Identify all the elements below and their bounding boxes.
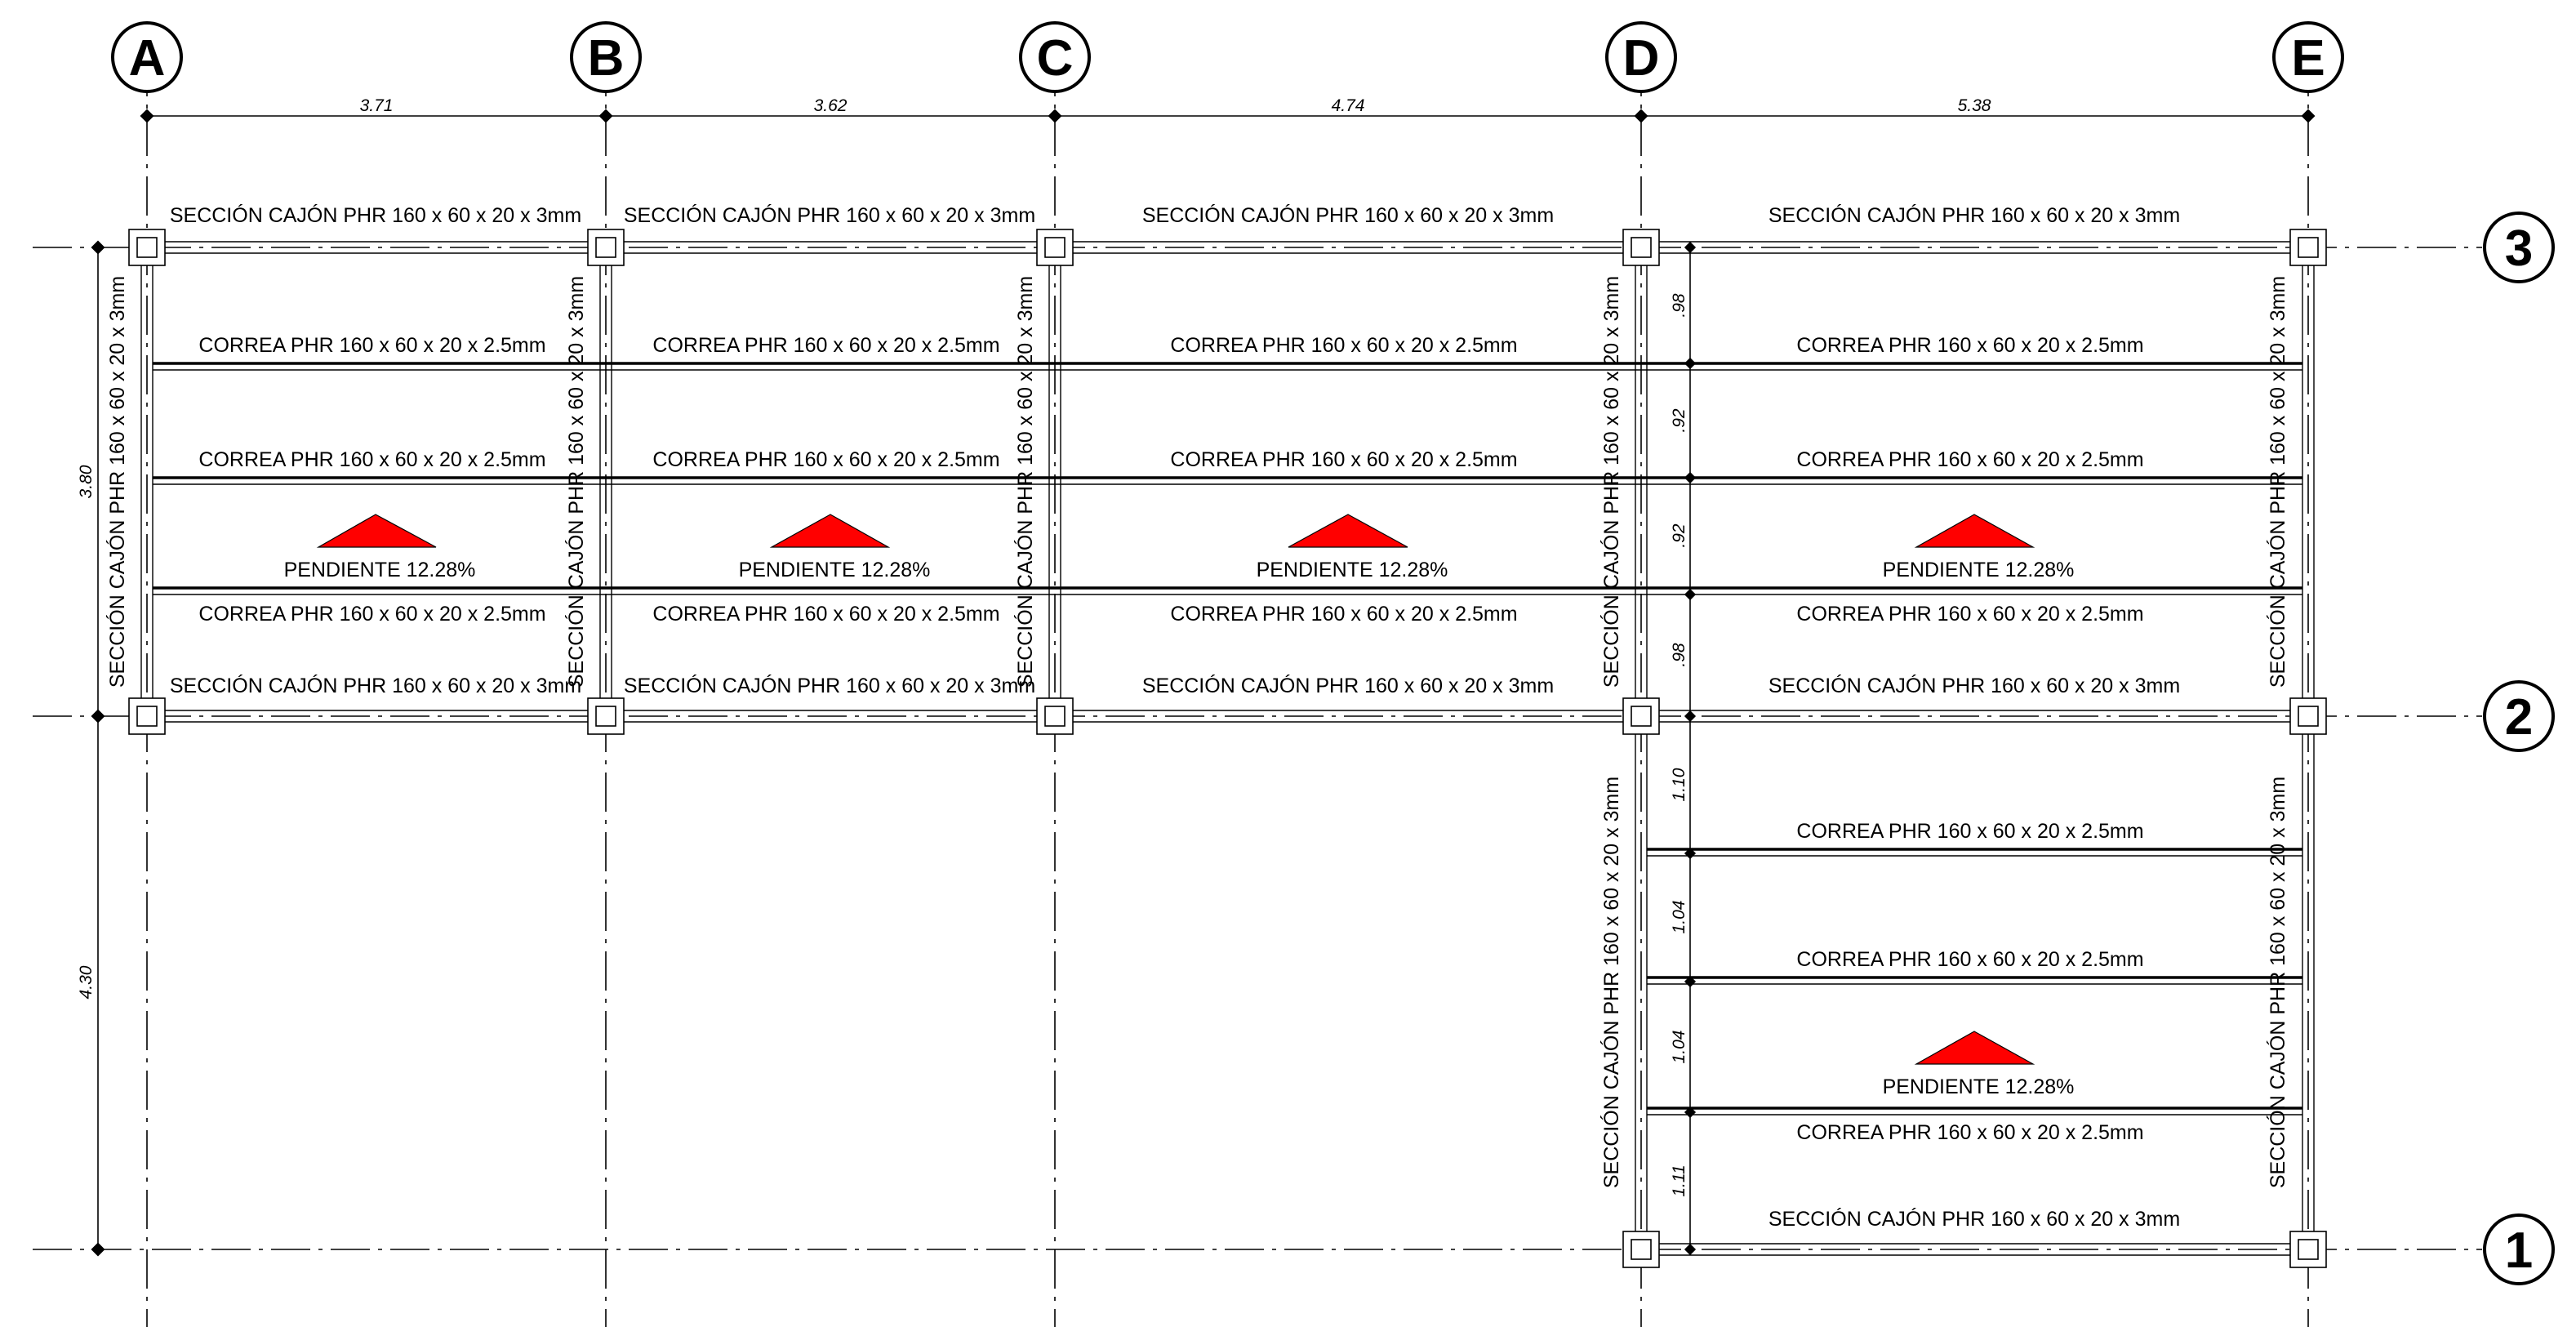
section-label: SECCIÓN CAJÓN PHR 160 x 60 x 20 x 3mm (1768, 674, 2180, 697)
slope-indicator-triangle (316, 514, 437, 548)
slope-indicators (316, 514, 2035, 1065)
dim-purlin-7: 1.04 (1670, 1031, 1688, 1064)
section-label: SECCIÓN CAJÓN PHR 160 x 60 x 20 x 3mm (170, 203, 581, 227)
column-e1 (2289, 1231, 2327, 1268)
dim-purlin-8: 1.11 (1670, 1164, 1688, 1196)
section-label: SECCIÓN CAJÓN PHR 160 x 60 x 20 x 3mm (1142, 203, 1554, 227)
dim-purlin-2: .92 (1670, 408, 1688, 433)
top-dimension-line: 3.71 3.62 4.74 5.38 (140, 96, 2316, 123)
purlin-label: CORREA PHR 160 x 60 x 20 x 2.5mm (1796, 820, 2143, 843)
section-label: SECCIÓN CAJÓN PHR 160 x 60 x 20 x 3mm (2266, 276, 2289, 688)
column-a3 (128, 229, 166, 266)
left-dimension-line: 3.80 4.30 (77, 240, 105, 1257)
svg-text:C: C (1037, 30, 1074, 87)
column-c2 (1036, 697, 1074, 735)
svg-text:B: B (588, 30, 625, 87)
purlin-label: CORREA PHR 160 x 60 x 20 x 2.5mm (652, 334, 999, 357)
grid-bubble-1: 1 (2483, 1213, 2555, 1285)
section-label: SECCIÓN CAJÓN PHR 160 x 60 x 20 x 3mm (1768, 203, 2180, 227)
dim-purlin-4: .98 (1670, 643, 1688, 667)
section-label: SECCIÓN CAJÓN PHR 160 x 60 x 20 x 3mm (1599, 276, 1623, 688)
slope-label: PENDIENTE 12.28% (1883, 1075, 2075, 1098)
purlin-label: CORREA PHR 160 x 60 x 20 x 2.5mm (1796, 603, 2143, 626)
purlin-label: CORREA PHR 160 x 60 x 20 x 2.5mm (198, 448, 545, 471)
grid-bubble-d: D (1605, 21, 1677, 93)
slope-label: PENDIENTE 12.28% (739, 559, 931, 581)
dim-3-2: 3.80 (77, 465, 96, 498)
dim-de: 5.38 (1958, 96, 1991, 115)
section-label: SECCIÓN CAJÓN PHR 160 x 60 x 20 x 3mm (1142, 674, 1554, 697)
grid-axes (33, 57, 2482, 1327)
section-label: SECCIÓN CAJÓN PHR 160 x 60 x 20 x 3mm (1013, 276, 1037, 688)
grid-bubble-3: 3 (2483, 212, 2555, 283)
column-d2 (1622, 697, 1660, 735)
grid-bubble-2: 2 (2483, 680, 2555, 752)
bay-de-dimension-line: .98 .92 .92 .98 1.10 1.04 1.04 1.11 (1670, 241, 1697, 1256)
purlin-label: CORREA PHR 160 x 60 x 20 x 2.5mm (1170, 448, 1517, 471)
svg-text:D: D (1623, 30, 1660, 87)
column-d1 (1622, 1231, 1660, 1268)
slope-indicator-triangle (769, 514, 891, 548)
section-label: SECCIÓN CAJÓN PHR 160 x 60 x 20 x 3mm (105, 276, 129, 688)
section-label: SECCIÓN CAJÓN PHR 160 x 60 x 20 x 3mm (1599, 777, 1623, 1188)
column-grid-bubbles: A B C D E (111, 21, 2344, 93)
dim-ab: 3.71 (360, 96, 394, 115)
purlin-labels: CORREA PHR 160 x 60 x 20 x 2.5mm CORREA … (198, 334, 2143, 1144)
row-grid-bubbles: 3 2 1 (2483, 212, 2555, 1285)
grid-bubble-a: A (111, 21, 183, 93)
main-beams-horizontal (147, 241, 2308, 1256)
slope-indicator-triangle (1914, 1031, 2035, 1065)
column-b2 (587, 697, 625, 735)
purlin-label: CORREA PHR 160 x 60 x 20 x 2.5mm (198, 603, 545, 626)
column-b3 (587, 229, 625, 266)
dim-cd: 4.74 (1332, 96, 1365, 115)
purlin-label: CORREA PHR 160 x 60 x 20 x 2.5mm (652, 448, 999, 471)
slope-indicator-triangle (1288, 514, 1408, 548)
section-label: SECCIÓN CAJÓN PHR 160 x 60 x 20 x 3mm (170, 674, 581, 697)
section-label: SECCIÓN CAJÓN PHR 160 x 60 x 20 x 3mm (624, 203, 1035, 227)
column-c3 (1036, 229, 1074, 266)
section-label: SECCIÓN CAJÓN PHR 160 x 60 x 20 x 3mm (564, 276, 588, 688)
purlin-label: CORREA PHR 160 x 60 x 20 x 2.5mm (198, 334, 545, 357)
svg-text:E: E (2291, 30, 2325, 87)
section-label: SECCIÓN CAJÓN PHR 160 x 60 x 20 x 3mm (1768, 1207, 2180, 1231)
section-label: SECCIÓN CAJÓN PHR 160 x 60 x 20 x 3mm (2266, 777, 2289, 1188)
dim-purlin-5: 1.10 (1670, 768, 1688, 801)
dim-purlin-6: 1.04 (1670, 901, 1688, 934)
column-e3 (2289, 229, 2327, 266)
grid-bubble-e: E (2272, 21, 2344, 93)
slope-labels: PENDIENTE 12.28% PENDIENTE 12.28% PENDIE… (284, 559, 2075, 1098)
dim-purlin-1: .98 (1670, 293, 1688, 318)
grid-bubble-c: C (1019, 21, 1091, 93)
purlin-label: CORREA PHR 160 x 60 x 20 x 2.5mm (1796, 948, 2143, 971)
main-beams-vertical (140, 247, 2315, 1249)
purlin-label: CORREA PHR 160 x 60 x 20 x 2.5mm (1796, 1121, 2143, 1144)
section-labels-vertical: SECCIÓN CAJÓN PHR 160 x 60 x 20 x 3mm SE… (105, 276, 2289, 1188)
dim-purlin-3: .92 (1670, 523, 1688, 548)
columns (128, 229, 2327, 1268)
grid-bubble-b: B (570, 21, 642, 93)
purlin-label: CORREA PHR 160 x 60 x 20 x 2.5mm (1796, 448, 2143, 471)
slope-indicator-triangle (1914, 514, 2035, 548)
column-d3 (1622, 229, 1660, 266)
slope-label: PENDIENTE 12.28% (284, 559, 476, 581)
slope-label: PENDIENTE 12.28% (1883, 559, 2075, 581)
purlin-label: CORREA PHR 160 x 60 x 20 x 2.5mm (652, 603, 999, 626)
svg-text:A: A (129, 30, 166, 87)
svg-text:3: 3 (2505, 220, 2533, 277)
column-a2 (128, 697, 166, 735)
section-label: SECCIÓN CAJÓN PHR 160 x 60 x 20 x 3mm (624, 674, 1035, 697)
purlin-label: CORREA PHR 160 x 60 x 20 x 2.5mm (1170, 334, 1517, 357)
column-e2 (2289, 697, 2327, 735)
svg-text:1: 1 (2505, 1222, 2533, 1279)
purlin-label: CORREA PHR 160 x 60 x 20 x 2.5mm (1170, 603, 1517, 626)
dim-2-1: 4.30 (77, 965, 96, 999)
purlin-label: CORREA PHR 160 x 60 x 20 x 2.5mm (1796, 334, 2143, 357)
purlins (153, 362, 2302, 1115)
svg-text:2: 2 (2505, 689, 2533, 746)
section-labels-horizontal: SECCIÓN CAJÓN PHR 160 x 60 x 20 x 3mm SE… (170, 203, 2180, 1231)
slope-label: PENDIENTE 12.28% (1257, 559, 1448, 581)
dim-bc: 3.62 (814, 96, 848, 115)
